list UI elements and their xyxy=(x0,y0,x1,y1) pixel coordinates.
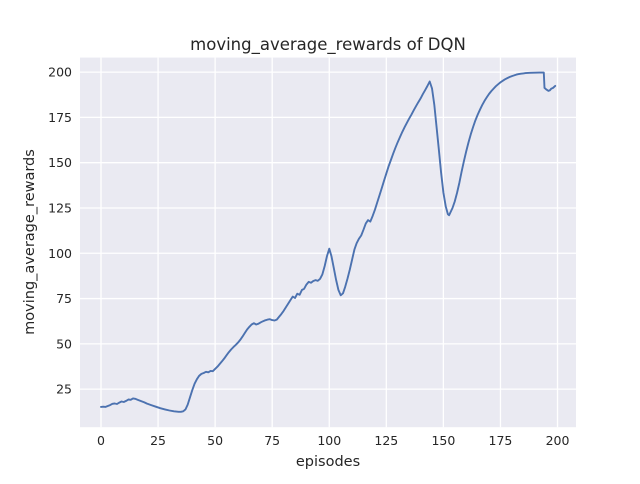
tick-label-layer: 0 25 50 75 100 125 150 175 200 25 50 75 100 125 150 175… xyxy=(48,65,569,448)
y-tick-label-125: 125 xyxy=(48,200,72,215)
y-tick-label-50: 50 xyxy=(56,336,72,351)
y-tick-label-75: 75 xyxy=(56,291,72,306)
chart-title: moving_average_rewards of DQN xyxy=(190,35,466,55)
x-tick-label-200: 200 xyxy=(546,433,570,448)
x-tick-label-0: 0 xyxy=(97,433,105,448)
y-tick-label-25: 25 xyxy=(56,382,72,397)
x-tick-label-175: 175 xyxy=(489,433,513,448)
x-tick-label-25: 25 xyxy=(150,433,166,448)
line-series-moving_average_rewards xyxy=(100,71,557,413)
y-tick-label-150: 150 xyxy=(48,155,72,170)
y-tick-label-100: 100 xyxy=(48,246,72,261)
x-tick-label-150: 150 xyxy=(431,433,455,448)
y-tick-label-175: 175 xyxy=(48,110,72,125)
series-layer xyxy=(100,71,557,413)
x-tick-label-100: 100 xyxy=(317,433,341,448)
x-tick-label-75: 75 xyxy=(264,433,280,448)
plot-area xyxy=(80,57,576,428)
x-axis-label: episodes xyxy=(296,454,360,470)
plot-background-layer xyxy=(80,57,576,428)
x-tick-label-50: 50 xyxy=(207,433,223,448)
y-axis-label: moving_average_rewards xyxy=(22,149,38,335)
y-tick-label-200: 200 xyxy=(48,65,72,80)
x-tick-label-125: 125 xyxy=(374,433,398,448)
